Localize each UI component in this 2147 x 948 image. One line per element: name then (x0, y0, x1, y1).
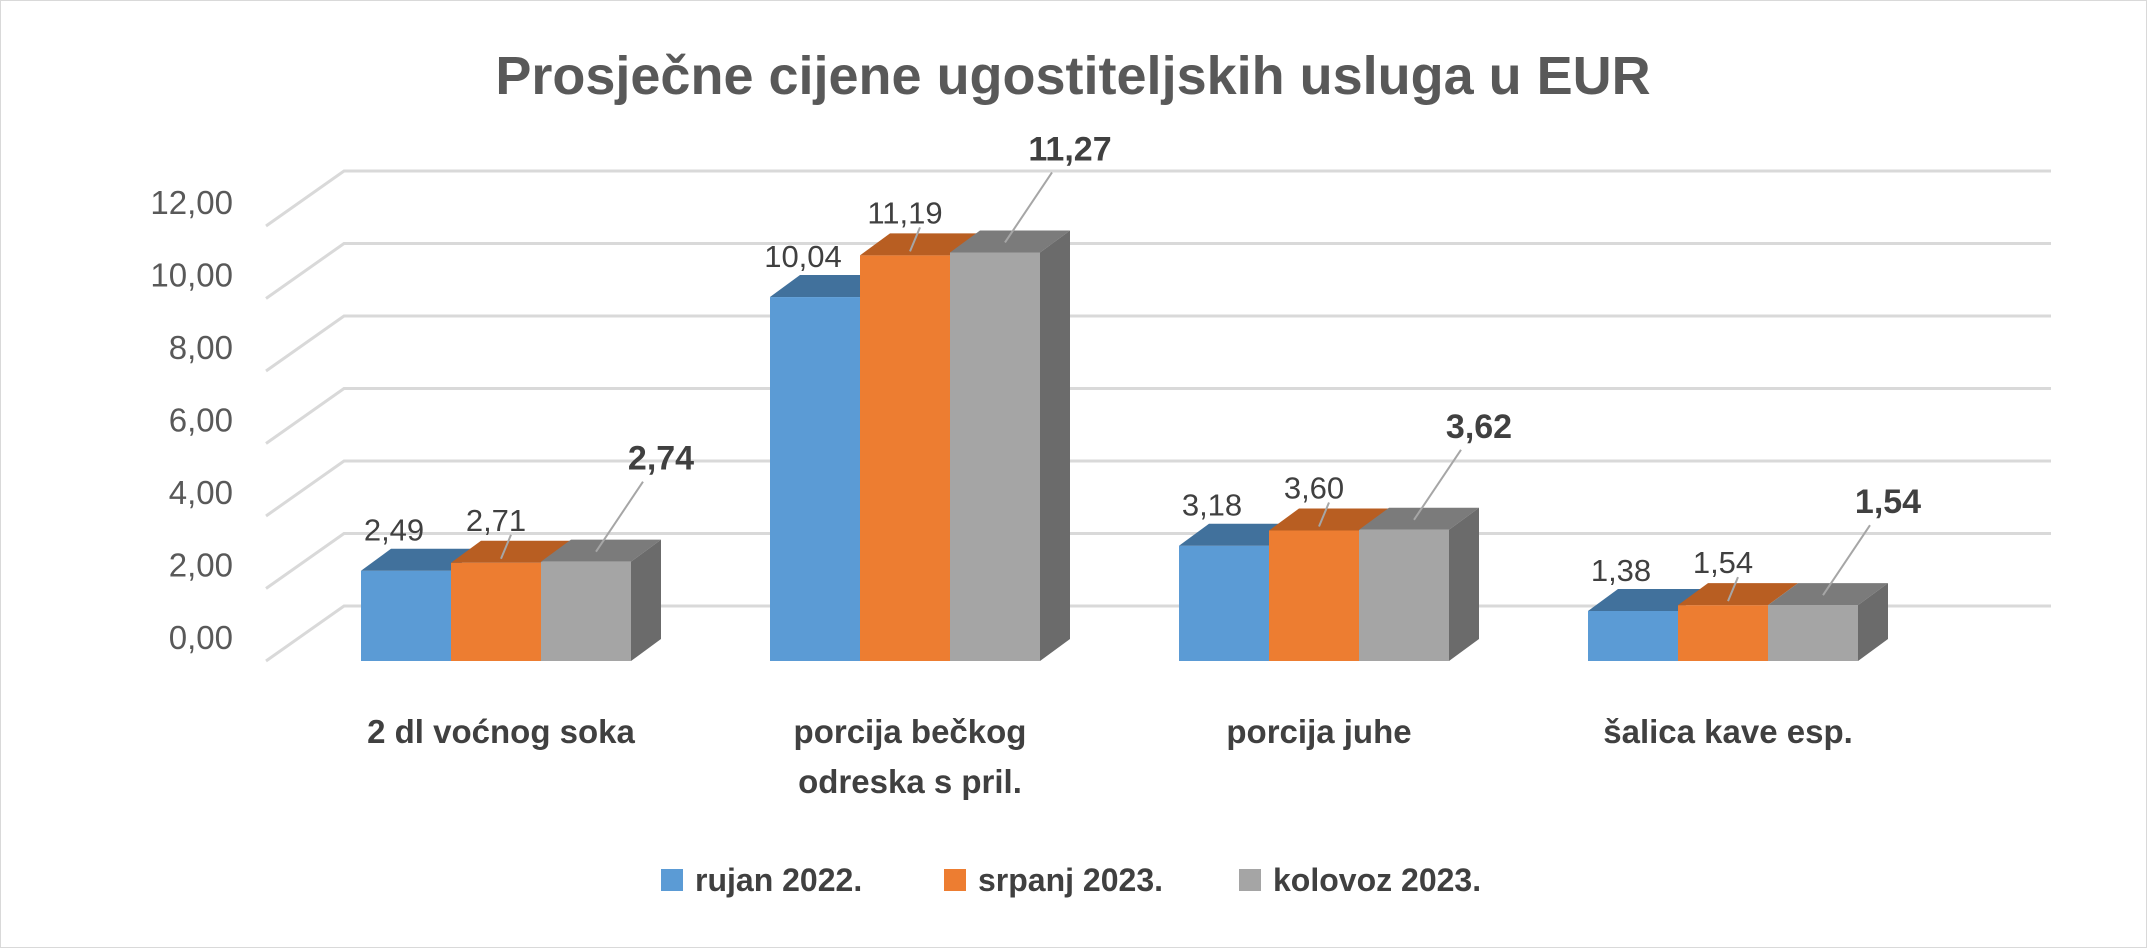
bar-top (860, 233, 980, 256)
bars (361, 230, 1888, 662)
bar-front (1768, 605, 1858, 661)
gridline (265, 169, 2051, 228)
y-axis: 0,00 2,00 4,00 6,00 8,00 10,00 12,00 (150, 184, 233, 656)
gridline (265, 459, 2051, 518)
gridline (265, 604, 2051, 663)
bar-front (541, 561, 631, 661)
leader-line (909, 226, 921, 252)
data-labels: 2,49 2,71 2,74 10,04 11,19 11,27 3,18 3,60 3,62 1… (364, 130, 1921, 602)
legend-swatch (1239, 869, 1261, 891)
legend-label: rujan 2022. (695, 862, 862, 898)
data-label: 11,19 (867, 195, 942, 230)
bar (451, 540, 571, 661)
data-label: 2,49 (364, 513, 424, 548)
bar (1768, 583, 1888, 661)
bar (1678, 583, 1798, 661)
data-label: 2,74 (628, 440, 694, 478)
gridline (265, 242, 2051, 300)
bar-side (1040, 230, 1070, 661)
gridline (265, 314, 2051, 373)
data-label: 11,27 (1028, 130, 1111, 168)
bar-front (860, 255, 950, 662)
bar-front (361, 570, 451, 661)
leader-line (595, 481, 644, 553)
y-tick-label: 2,00 (169, 547, 233, 584)
legend-swatch (661, 869, 683, 891)
data-label: 3,62 (1446, 408, 1512, 446)
data-label: 1,54 (1855, 483, 1921, 521)
y-tick-label: 4,00 (169, 474, 233, 511)
bar-front (1588, 610, 1678, 661)
bar-front (770, 297, 860, 661)
x-axis-categories: 2 dl voćnog soka porcija bečkog odreska s … (367, 713, 1853, 800)
category-label: porcija juhe (1226, 713, 1411, 750)
gridlines (265, 169, 2051, 663)
y-tick-label: 10,00 (150, 257, 233, 294)
bar-side (1858, 583, 1888, 661)
legend: rujan 2022. srpanj 2023. kolovoz 2023. (661, 862, 1481, 898)
legend-label: srpanj 2023. (978, 862, 1163, 898)
y-tick-label: 0,00 (169, 619, 233, 656)
gridline (265, 387, 2051, 445)
legend-item: srpanj 2023. (944, 862, 1163, 898)
gridline (265, 532, 2051, 590)
legend-label: kolovoz 2023. (1273, 862, 1481, 898)
bar (1179, 523, 1299, 661)
leader-line (1004, 171, 1053, 244)
leader-line (1413, 449, 1462, 521)
leader-line (1318, 502, 1330, 527)
bar (950, 230, 1070, 661)
bar-top (1359, 507, 1479, 530)
legend-item: rujan 2022. (661, 862, 862, 898)
data-label: 1,38 (1591, 553, 1651, 588)
y-tick-label: 6,00 (169, 402, 233, 439)
leader-line (1822, 524, 1871, 596)
category-label: odreska s pril. (798, 763, 1022, 800)
y-tick-label: 8,00 (169, 329, 233, 366)
bar-front (451, 562, 541, 661)
category-label: 2 dl voćnog soka (367, 713, 635, 750)
leader-line (500, 534, 512, 560)
data-label: 1,54 (1693, 545, 1753, 580)
bar-front (1269, 530, 1359, 661)
y-tick-label: 12,00 (150, 184, 233, 221)
leader-line (1727, 576, 1739, 602)
bar-top (950, 230, 1070, 253)
bar (770, 275, 890, 661)
legend-item: kolovoz 2023. (1239, 862, 1481, 898)
data-label: 10,04 (764, 239, 842, 274)
bar-front (1179, 545, 1269, 661)
bar-front (1359, 529, 1449, 661)
category-label: šalica kave esp. (1603, 713, 1853, 750)
bar-top (541, 539, 661, 562)
bar-top (1768, 583, 1888, 606)
data-label: 3,60 (1284, 471, 1344, 506)
bar (1588, 588, 1708, 661)
bar-top (1678, 583, 1798, 606)
data-label: 3,18 (1182, 488, 1242, 523)
bar (1359, 507, 1479, 661)
category-label: porcija bečkog (794, 713, 1027, 750)
chart-title: Prosječne cijene ugostiteljskih usluga u… (495, 46, 1650, 106)
bar (541, 539, 661, 661)
legend-swatch (944, 869, 966, 891)
bar (860, 233, 980, 662)
bar-front (950, 252, 1040, 661)
bar-side (631, 539, 661, 661)
bar-top (1269, 508, 1389, 531)
bar-front (1678, 605, 1768, 661)
data-label: 2,71 (466, 503, 526, 538)
bar-side (1449, 507, 1479, 661)
bar-top (451, 540, 571, 563)
bar (1269, 508, 1389, 661)
